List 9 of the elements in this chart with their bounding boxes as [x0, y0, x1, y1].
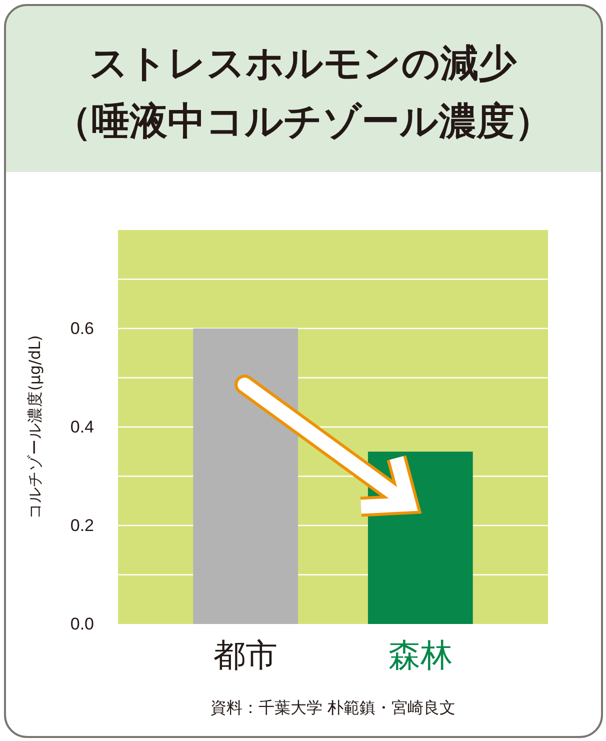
y-tick-label: 0.0 [70, 614, 94, 634]
chart-title: ストレスホルモンの減少（唾液中コルチゾール濃度） [54, 41, 552, 143]
y-tick-label: 0.2 [70, 516, 94, 535]
y-axis-title: コルチゾール濃度(μg/dL) [26, 335, 44, 519]
text: 資料：千葉大学 朴範鎮・宮崎良文 [210, 698, 456, 717]
x-tick-label: 森林 [388, 636, 452, 674]
y-tick-label: 0.4 [70, 418, 94, 436]
x-tick-label: 都市 [214, 636, 278, 674]
y-tick-label: 0.6 [70, 319, 94, 338]
